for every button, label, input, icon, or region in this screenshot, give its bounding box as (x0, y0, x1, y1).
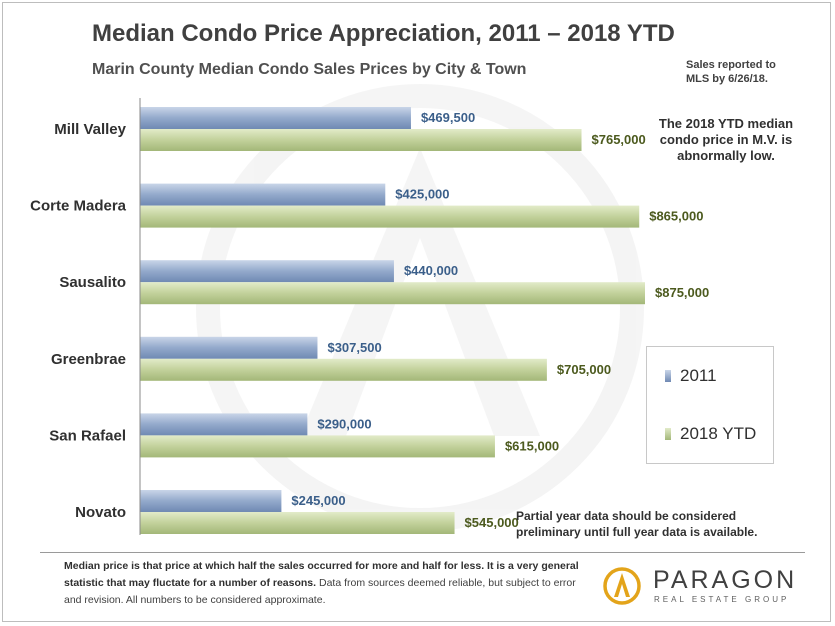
bar-2011-sausalito (140, 260, 394, 283)
preliminary-note-line-1: Partial year data should be considered (516, 509, 737, 523)
bar-2011-san-rafael (140, 413, 308, 436)
legend-swatch-2018 (665, 428, 671, 440)
data-label-2011-mill-valley: $469,500 (421, 110, 475, 125)
data-label-2018-mill-valley: $765,000 (592, 132, 646, 147)
footer-disclaimer-bold: Median price is that price at which half… (64, 560, 579, 589)
footer-disclaimer-normal: Data from sources deemed reliable, but s… (64, 577, 576, 606)
data-label-2018-san-rafael: $615,000 (505, 438, 559, 453)
data-label-2011-novato: $245,000 (291, 493, 345, 508)
sales-reported-note-line-2: MLS by 6/26/18. (686, 73, 768, 85)
mill-valley-note-line-3: abnormally low. (677, 148, 775, 163)
sales-reported-note: Sales reported to MLS by 6/26/18. (686, 58, 776, 86)
data-label-2018-sausalito: $875,000 (655, 285, 709, 300)
bars-layer: Mill Valley $469,500 $765,000 Corte Madera $… (30, 107, 709, 534)
data-label-2011-greenbrae: $307,500 (327, 340, 381, 355)
data-label-2011-sausalito: $440,000 (404, 263, 458, 278)
paragon-logo-tagline: REAL ESTATE GROUP (654, 595, 790, 604)
bar-2011-mill-valley (140, 107, 411, 129)
legend-item-2011: 2011 (665, 366, 717, 386)
mill-valley-note: The 2018 YTD median condo price in M.V. … (646, 116, 806, 164)
category-label-sausalito: Sausalito (59, 274, 126, 291)
paragon-logo-name: PARAGON (653, 566, 798, 594)
chart-subtitle: Marin County Median Condo Sales Prices b… (92, 61, 527, 78)
paragon-logo-icon (603, 567, 641, 605)
bar-2018-novato (140, 512, 455, 534)
category-label-greenbrae: Greenbrae (51, 351, 126, 368)
data-label-2018-corte-madera: $865,000 (649, 209, 703, 224)
footer-disclaimer: Median price is that price at which half… (64, 558, 592, 609)
data-label-2018-greenbrae: $705,000 (557, 362, 611, 377)
preliminary-note: Partial year data should be considered p… (516, 508, 757, 540)
category-label-corte-madera: Corte Madera (30, 198, 127, 215)
legend-item-2018: 2018 YTD (665, 424, 756, 444)
sales-reported-note-line-1: Sales reported to (686, 59, 776, 71)
bar-2011-greenbrae (140, 336, 318, 359)
bar-2018-san-rafael (140, 435, 495, 458)
legend-swatch-2011 (665, 370, 671, 382)
bar-2018-corte-madera (140, 205, 640, 228)
mill-valley-note-line-1: The 2018 YTD median (658, 116, 794, 131)
category-label-mill-valley: Mill Valley (54, 121, 126, 138)
data-label-2018-novato: $545,000 (465, 515, 519, 530)
bar-2018-greenbrae (140, 358, 547, 381)
data-label-2011-san-rafael: $290,000 (317, 416, 371, 431)
category-label-novato: Novato (75, 504, 126, 521)
category-label-san-rafael: San Rafael (49, 427, 126, 444)
legend-label-2018: 2018 YTD (680, 424, 757, 443)
bar-2018-mill-valley (140, 129, 582, 151)
chart-title: Median Condo Price Appreciation, 2011 – … (92, 20, 675, 47)
preliminary-note-line-2: preliminary until full year data is avai… (516, 525, 758, 539)
footer-divider (40, 552, 805, 553)
mill-valley-note-line-2: condo price in M.V. is (659, 132, 793, 147)
data-label-2011-corte-madera: $425,000 (395, 187, 449, 202)
legend: 2011 2018 YTD (646, 346, 774, 464)
bar-2018-sausalito (140, 282, 645, 305)
bar-2011-corte-madera (140, 183, 386, 206)
bar-2011-novato (140, 490, 282, 512)
legend-label-2011: 2011 (680, 366, 717, 385)
